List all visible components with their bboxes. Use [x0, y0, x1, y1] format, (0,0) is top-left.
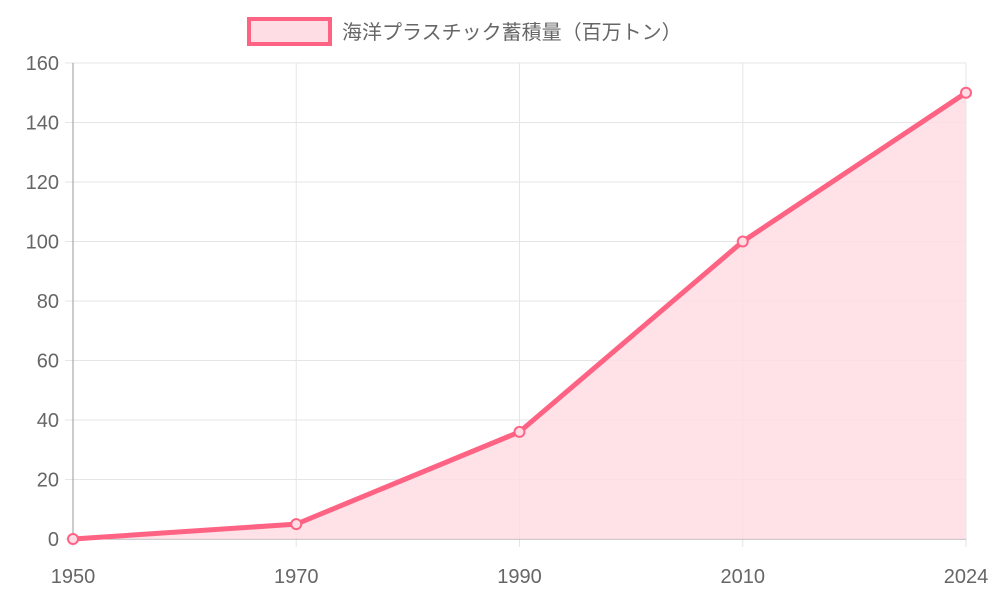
legend[interactable]: 海洋プラスチック蓄積量（百万トン） [247, 17, 682, 46]
y-tick-label: 160 [26, 53, 59, 75]
data-point[interactable] [736, 235, 749, 248]
data-point[interactable] [960, 86, 972, 99]
y-tick-label: 140 [26, 113, 59, 135]
y-tick-label: 20 [37, 470, 59, 492]
y-tick-label: 100 [26, 232, 59, 254]
legend-label: 海洋プラスチック蓄積量（百万トン） [342, 20, 682, 44]
y-tick-label: 80 [37, 291, 59, 313]
series-plastic-accumulation [67, 86, 972, 545]
legend-swatch [247, 17, 332, 46]
area-fill [73, 92, 966, 539]
x-tick-label: 1990 [497, 566, 542, 588]
y-tick-label: 120 [26, 172, 59, 194]
y-tick-label: 60 [37, 351, 59, 373]
y-axis-ticks: 0 20 40 60 80 100 120 140 160 [26, 53, 59, 551]
data-point[interactable] [290, 518, 303, 531]
y-tick-label: 40 [37, 410, 59, 432]
x-axis-ticks: 1950 1970 1990 2010 2024 [51, 566, 989, 588]
x-tick-label: 1950 [51, 566, 96, 588]
x-tick-label: 1970 [274, 566, 319, 588]
y-tick-label: 0 [48, 529, 59, 551]
data-point[interactable] [513, 425, 526, 438]
x-tick-label: 2010 [721, 566, 766, 588]
data-point[interactable] [67, 533, 79, 545]
x-tick-label: 2024 [944, 566, 989, 588]
